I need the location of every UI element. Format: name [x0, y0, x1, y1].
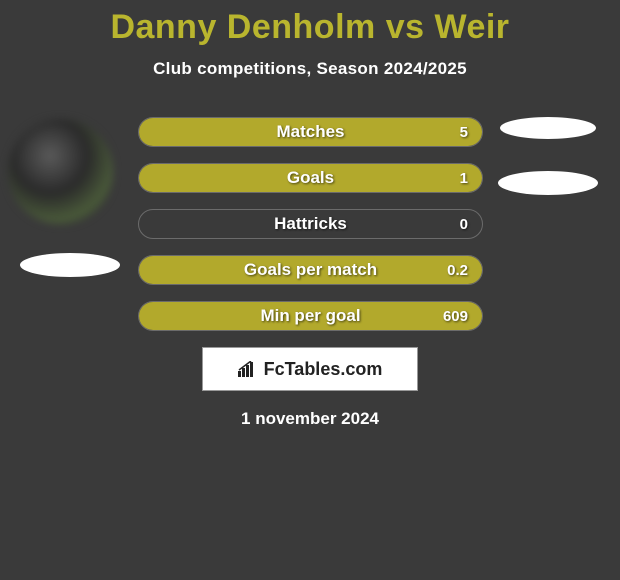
stat-label: Hattricks	[274, 214, 347, 234]
player-name-pill-right-2	[498, 171, 598, 195]
player-name-pill-left	[20, 253, 120, 277]
stat-row-min-per-goal: Min per goal 609	[138, 301, 483, 331]
stat-row-goals-per-match: Goals per match 0.2	[138, 255, 483, 285]
comparison-title: Danny Denholm vs Weir	[0, 0, 620, 47]
player-avatar-left	[8, 119, 113, 224]
stat-value: 0.2	[447, 262, 468, 279]
stat-label: Min per goal	[260, 306, 360, 326]
player-name-pill-right-1	[500, 117, 596, 139]
stat-value: 1	[460, 170, 468, 187]
stat-row-matches: Matches 5	[138, 117, 483, 147]
comparison-subtitle: Club competitions, Season 2024/2025	[0, 59, 620, 79]
branding-text: FcTables.com	[264, 359, 383, 380]
chart-icon	[238, 361, 258, 377]
stat-label: Goals per match	[244, 260, 377, 280]
stats-container: Matches 5 Goals 1 Hattricks 0 Goals per …	[138, 117, 483, 347]
stat-value: 609	[443, 308, 468, 325]
stat-value: 0	[460, 216, 468, 233]
stat-label: Matches	[276, 122, 344, 142]
comparison-content: Matches 5 Goals 1 Hattricks 0 Goals per …	[0, 107, 620, 337]
stat-value: 5	[460, 124, 468, 141]
stat-row-hattricks: Hattricks 0	[138, 209, 483, 239]
snapshot-date: 1 november 2024	[0, 409, 620, 429]
stat-row-goals: Goals 1	[138, 163, 483, 193]
stat-label: Goals	[287, 168, 334, 188]
branding-box[interactable]: FcTables.com	[202, 347, 418, 391]
